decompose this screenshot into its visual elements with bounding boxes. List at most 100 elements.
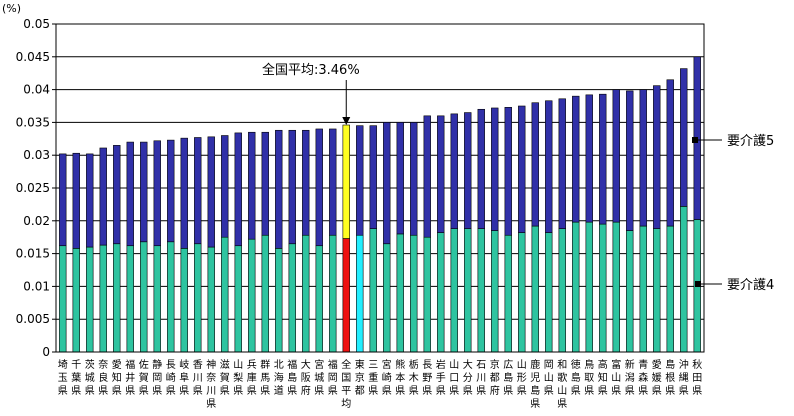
y-tick-label: 0.01: [23, 279, 50, 293]
x-category-label: 全: [341, 358, 351, 371]
bar-segment: [261, 234, 269, 353]
x-category-label: 口: [449, 373, 459, 384]
x-category-label: 県: [328, 385, 338, 397]
x-category-label: 山: [544, 372, 554, 384]
x-category-label: 良: [98, 371, 108, 384]
x-category-label: 県: [476, 385, 486, 397]
x-category-label: 県: [638, 385, 648, 397]
x-category-label: 富: [611, 358, 621, 371]
average-annotation-text: 全国平均:3.46%: [262, 62, 360, 78]
x-category-label: 県: [260, 385, 270, 397]
bar-segment: [572, 95, 580, 223]
bar-segment: [86, 153, 94, 248]
x-category-label: 県: [503, 385, 513, 397]
x-category-label: 佐: [139, 359, 149, 371]
bar-segment: [504, 234, 512, 353]
x-category-label: 県: [71, 385, 81, 397]
x-category-label: 東: [355, 358, 365, 371]
bar-segment: [423, 236, 431, 353]
x-category-label: 県: [220, 385, 230, 397]
x-category-label: 沖: [679, 358, 689, 371]
x-category-label: 茨: [85, 358, 95, 371]
bar-segment: [450, 228, 458, 353]
bar-segment: [180, 248, 188, 353]
x-category-label: 岩: [436, 358, 446, 371]
x-category-label: 県: [530, 398, 540, 410]
x-category-label: 潟: [625, 371, 635, 384]
bar-segment: [288, 243, 296, 353]
bar-segment: [275, 129, 283, 249]
bar-segment: [599, 93, 607, 225]
bar-segment: [99, 147, 107, 246]
x-category-label: 木: [409, 372, 419, 384]
bar-segment: [234, 132, 242, 247]
legend-label-kaigo4: 要介護4: [727, 277, 774, 293]
bar-segment: [558, 228, 566, 353]
x-category-label: 崎: [382, 371, 392, 384]
x-category-label: 山: [557, 385, 567, 397]
x-category-label: 徳: [571, 358, 581, 371]
x-category-label: 福: [125, 358, 135, 371]
x-category-label: 国: [341, 372, 351, 384]
bar-segment: [518, 232, 526, 353]
legend-marker-kaigo5: [692, 137, 698, 143]
x-category-label: 県: [598, 385, 608, 397]
bar-segment: [639, 89, 647, 227]
bar-segment: [234, 245, 242, 353]
bar-segment: [194, 137, 202, 245]
y-axis-ticks: 0 0.005 0.01 0.015 0.02 0.025 0.03 0.035 0.04 0.0…: [16, 17, 56, 359]
bar-segment: [680, 206, 688, 353]
y-tick-label: 0.045: [16, 50, 50, 64]
y-tick-label: 0: [42, 345, 50, 359]
x-category-label: 都: [355, 385, 365, 397]
x-category-label: 県: [692, 385, 702, 397]
bar-segment: [410, 122, 418, 236]
x-category-label: 山: [611, 372, 621, 384]
y-tick-label: 0.05: [23, 17, 50, 31]
x-category-label: 海: [274, 371, 284, 384]
x-category-label: 高: [598, 358, 608, 371]
average-annotation: 全国平均:3.46%: [262, 62, 360, 126]
gridlines: [56, 56, 704, 320]
x-category-label: 宮: [314, 358, 324, 371]
x-category-label: 知: [598, 371, 608, 384]
bar-segment: [288, 129, 296, 245]
y-tick-label: 0.025: [16, 181, 50, 195]
bar-segment: [396, 122, 404, 235]
x-category-label: 川: [476, 373, 486, 384]
bar-segment: [140, 141, 148, 243]
bar-segment: [167, 139, 175, 243]
bar-segment: [153, 140, 161, 247]
x-category-label: 県: [625, 385, 635, 397]
bar-segment: [221, 135, 229, 238]
bar-segment: [450, 113, 458, 229]
bar-segment: [126, 141, 134, 247]
y-tick-label: 0.04: [23, 83, 50, 97]
x-category-label: 県: [571, 385, 581, 397]
x-category-label: 本: [395, 371, 405, 384]
x-category-label: 島: [503, 371, 513, 384]
x-category-label: 福: [287, 358, 297, 371]
legend-marker-kaigo4: [695, 281, 701, 287]
bar-segment: [653, 85, 661, 229]
bar-segment: [545, 100, 553, 233]
x-category-label: 神: [206, 358, 216, 371]
bar-segment: [369, 125, 377, 229]
x-category-label: 県: [517, 385, 527, 397]
x-category-label: 県: [206, 398, 216, 410]
x-category-label: 県: [557, 398, 567, 410]
x-category-label: 賀: [139, 372, 149, 384]
x-category-label: 歌: [557, 371, 567, 384]
x-category-label: 愛: [652, 358, 662, 371]
bar-segment: [666, 225, 674, 353]
x-category-label: 広: [503, 358, 513, 371]
x-category-label: 宮: [382, 358, 392, 371]
x-category-label: 北: [274, 359, 284, 371]
x-category-label: 形: [517, 372, 527, 384]
x-category-label: 岡: [544, 359, 554, 371]
x-category-label: 縄: [679, 371, 689, 384]
bar-segment: [612, 89, 620, 223]
bar-segment: [464, 112, 472, 229]
bar-segment: [477, 228, 485, 353]
